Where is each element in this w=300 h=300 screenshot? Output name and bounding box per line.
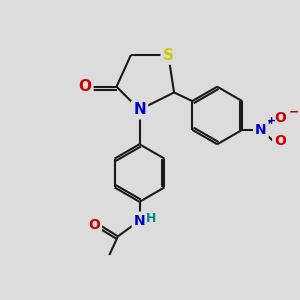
- Text: N: N: [133, 102, 146, 117]
- Text: O: O: [274, 111, 286, 125]
- Text: S: S: [163, 47, 174, 62]
- Text: O: O: [88, 218, 100, 232]
- Text: +: +: [267, 116, 276, 126]
- Text: N: N: [134, 214, 145, 227]
- Text: O: O: [78, 79, 91, 94]
- Text: −: −: [289, 106, 299, 118]
- Text: H: H: [146, 212, 156, 225]
- Text: O: O: [274, 134, 286, 148]
- Text: N: N: [255, 123, 267, 137]
